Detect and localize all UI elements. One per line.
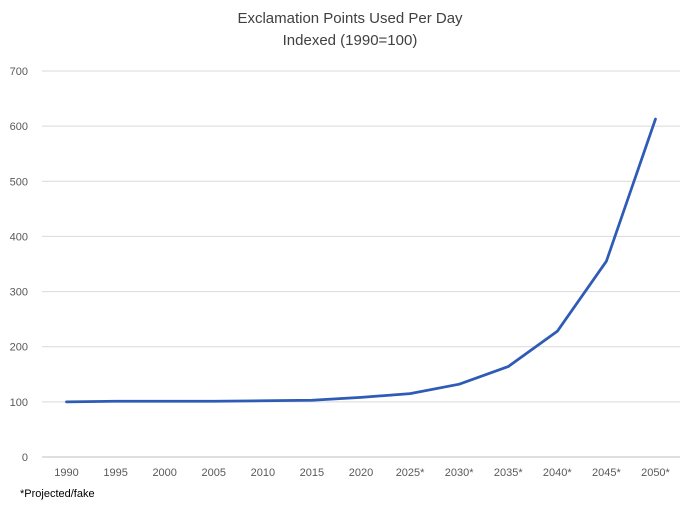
x-tick-label: 1995 — [103, 467, 127, 479]
chart-subtitle: Indexed (1990=100) — [282, 32, 418, 49]
y-tick-label: 0 — [22, 452, 28, 464]
series-lines — [65, 117, 657, 404]
y-tick-label: 700 — [10, 66, 28, 78]
x-tick-label: 2035* — [494, 467, 523, 479]
x-tick-label: 2000 — [152, 467, 176, 479]
axes: 0 100 200 300 400 500 600 700 1990 1995 2000 2005 20… — [10, 66, 680, 479]
x-tick-label: 2030* — [445, 467, 474, 479]
y-tick-label: 400 — [10, 231, 28, 243]
y-tick-label: 300 — [10, 287, 28, 299]
y-tick-label: 200 — [10, 342, 28, 354]
series-line — [65, 117, 657, 404]
x-tick-label: 1990 — [54, 467, 78, 479]
y-tick-label: 500 — [10, 176, 28, 188]
chart-title: Exclamation Points Used Per Day — [237, 10, 463, 27]
footnote: *Projected/fake — [20, 488, 95, 500]
gridlines — [42, 70, 680, 403]
y-tick-label: 100 — [10, 397, 28, 409]
x-tick-label: 2010 — [251, 467, 275, 479]
x-tick-label: 2040* — [543, 467, 572, 479]
x-tick-label: 2045* — [592, 467, 621, 479]
x-tick-label: 2020 — [349, 467, 373, 479]
x-tick-label: 2050* — [641, 467, 670, 479]
x-tick-label: 2005 — [202, 467, 226, 479]
x-tick-label: 2025* — [396, 467, 425, 479]
x-tick-label: 2015 — [300, 467, 324, 479]
y-tick-label: 600 — [10, 121, 28, 133]
